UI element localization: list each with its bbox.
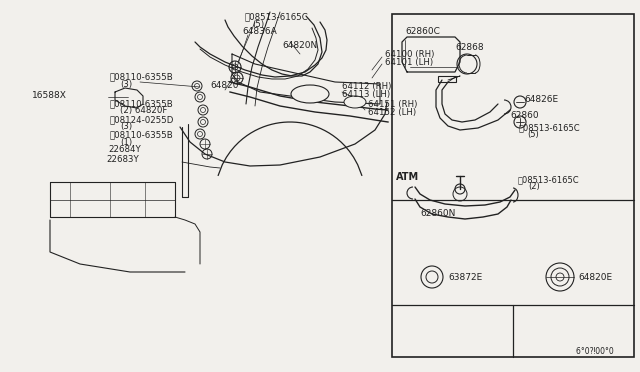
Text: (5): (5) xyxy=(252,19,264,29)
Text: 64820E: 64820E xyxy=(578,273,612,282)
Text: 64820: 64820 xyxy=(210,80,239,90)
Text: 64101 (LH): 64101 (LH) xyxy=(385,58,433,67)
Text: 63872E: 63872E xyxy=(448,273,483,282)
Text: ⒲08124-0255D: ⒲08124-0255D xyxy=(110,115,174,125)
Text: Ⓜ08513-6165C: Ⓜ08513-6165C xyxy=(245,13,308,22)
Text: (1): (1) xyxy=(120,138,132,147)
Text: (3): (3) xyxy=(120,80,132,89)
Text: 64820N: 64820N xyxy=(282,41,317,49)
Text: 64113 (LH): 64113 (LH) xyxy=(342,90,390,99)
Text: 64152 (LH): 64152 (LH) xyxy=(368,108,416,116)
Bar xyxy=(392,14,634,357)
Text: 64100 (RH): 64100 (RH) xyxy=(385,49,435,58)
Text: ⒲08110-6355B: ⒲08110-6355B xyxy=(110,131,173,140)
Text: 64836A: 64836A xyxy=(242,28,276,36)
Text: 22684Y: 22684Y xyxy=(108,145,141,154)
Text: 62860: 62860 xyxy=(510,112,539,121)
Text: ATM: ATM xyxy=(396,172,419,182)
Text: (2) 64820F: (2) 64820F xyxy=(120,106,168,115)
Text: 64826E: 64826E xyxy=(524,96,558,105)
Text: Ⓜ08513-6165C: Ⓜ08513-6165C xyxy=(518,176,580,185)
Bar xyxy=(438,76,456,82)
Text: 62860C: 62860C xyxy=(405,28,440,36)
Text: 62860N: 62860N xyxy=(420,209,456,218)
Ellipse shape xyxy=(344,96,366,108)
Text: (3): (3) xyxy=(120,122,132,131)
Text: ⁣6°0⁈00°0: ⁣6°0⁈00°0 xyxy=(576,347,614,356)
Ellipse shape xyxy=(291,85,329,103)
Text: Ⓜ08513-6165C: Ⓜ08513-6165C xyxy=(519,124,580,132)
Text: 62868: 62868 xyxy=(455,44,484,52)
Text: 16588X: 16588X xyxy=(32,92,67,100)
Text: (5): (5) xyxy=(527,131,539,140)
Text: 64112 (RH): 64112 (RH) xyxy=(342,81,392,90)
Text: 22683Y: 22683Y xyxy=(106,154,139,164)
Text: ⒲08110-6355B: ⒲08110-6355B xyxy=(110,99,173,109)
Text: ⒲08110-6355B: ⒲08110-6355B xyxy=(110,73,173,81)
Text: 64151 (RH): 64151 (RH) xyxy=(368,99,417,109)
Text: (2): (2) xyxy=(528,183,540,192)
